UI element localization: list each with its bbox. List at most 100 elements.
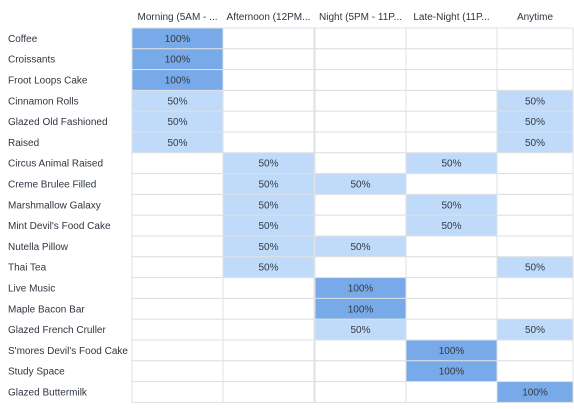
heatmap-cell-s-mores-devil-s-food-cake-3 xyxy=(314,339,407,362)
row-label-raised: Raised xyxy=(8,138,39,149)
cell-value-label: 50% xyxy=(258,242,278,253)
row-label-mint-devil-s-food-cake: Mint Devil's Food Cake xyxy=(8,221,111,232)
cell-value-label: 50% xyxy=(258,200,278,211)
cell-value-label: 100% xyxy=(439,346,465,357)
column-header-anytime: Anytime xyxy=(517,12,554,23)
cell-value-label: 50% xyxy=(441,221,461,232)
row-label-maple-bacon-bar: Maple Bacon Bar xyxy=(8,304,85,315)
heatmap-cell-coffee-3 xyxy=(314,27,407,50)
heatmap-cell-glazed-buttermilk-3 xyxy=(314,381,407,403)
cell-value-label: 50% xyxy=(350,325,370,336)
cell-value-label: 100% xyxy=(165,55,191,66)
heatmap-cell-glazed-french-cruller-4 xyxy=(405,318,498,341)
row-label-glazed-buttermilk: Glazed Buttermilk xyxy=(8,388,88,399)
heatmap-cell-thai-tea-1 xyxy=(131,256,224,279)
heatmap-cell-nutella-pillow-4 xyxy=(405,235,498,258)
heatmap-cell-raised-3 xyxy=(314,131,407,154)
heatmap-cell-maple-bacon-bar-4 xyxy=(405,297,498,320)
heatmap-cell-marshmallow-galaxy-5 xyxy=(496,193,574,216)
heatmap-cell-croissants-3 xyxy=(314,48,407,71)
heatmap-cell-glazed-buttermilk-1 xyxy=(131,381,224,403)
heatmap-cell-study-space-2 xyxy=(222,360,315,383)
cell-value-label: 50% xyxy=(167,117,187,128)
heatmap-cell-glazed-french-cruller-2 xyxy=(222,318,315,341)
heatmap-cell-creme-brulee-filled-4 xyxy=(405,173,498,195)
heatmap-cell-croissants-2 xyxy=(222,48,315,71)
cell-value-label: 50% xyxy=(525,325,545,336)
cell-value-label: 50% xyxy=(350,180,370,191)
heatmap-cell-maple-bacon-bar-1 xyxy=(131,297,224,320)
heatmap-cell-thai-tea-3 xyxy=(314,256,407,279)
heatmap-cell-raised-4 xyxy=(405,131,498,154)
heatmap-cell-cinnamon-rolls-2 xyxy=(222,89,315,112)
heatmap-cell-mint-devil-s-food-cake-3 xyxy=(314,214,407,237)
row-label-creme-brulee-filled: Creme Brulee Filled xyxy=(8,180,96,191)
cell-value-label: 50% xyxy=(167,96,187,107)
row-label-study-space: Study Space xyxy=(8,367,65,378)
heatmap-cell-coffee-2 xyxy=(222,27,315,50)
cell-value-label: 50% xyxy=(258,263,278,274)
heatmap-cell-croissants-4 xyxy=(405,48,498,71)
heatmap-cell-glazed-old-fashioned-4 xyxy=(405,110,498,133)
heatmap-cell-marshmallow-galaxy-1 xyxy=(131,193,224,216)
heatmap-cell-glazed-old-fashioned-3 xyxy=(314,110,407,133)
heatmap-cell-live-music-4 xyxy=(405,277,498,299)
heatmap-cell-glazed-french-cruller-1 xyxy=(131,318,224,341)
heatmap-cell-raised-2 xyxy=(222,131,315,154)
heatmap-cell-creme-brulee-filled-1 xyxy=(131,173,224,195)
heatmap-cell-glazed-buttermilk-2 xyxy=(222,381,315,403)
heatmap-cell-coffee-5 xyxy=(496,27,574,50)
row-label-nutella-pillow: Nutella Pillow xyxy=(8,242,69,253)
heatmap-cell-cinnamon-rolls-4 xyxy=(405,89,498,112)
column-header-late-night-11p: Late-Night (11P... xyxy=(413,12,489,23)
column-header-afternoon-12pm: Afternoon (12PM... xyxy=(227,12,311,23)
heatmap-cell-marshmallow-galaxy-3 xyxy=(314,193,407,216)
cell-value-label: 50% xyxy=(525,138,545,149)
heatmap-cell-circus-animal-raised-3 xyxy=(314,152,407,175)
cell-value-label: 50% xyxy=(525,117,545,128)
row-label-marshmallow-galaxy: Marshmallow Galaxy xyxy=(8,200,101,211)
row-label-cinnamon-rolls: Cinnamon Rolls xyxy=(8,96,79,107)
cell-value-label: 50% xyxy=(441,200,461,211)
heatmap-cell-s-mores-devil-s-food-cake-5 xyxy=(496,339,574,362)
row-label-froot-loops-cake: Froot Loops Cake xyxy=(8,76,88,87)
row-label-glazed-french-cruller: Glazed French Cruller xyxy=(8,325,106,336)
cell-value-label: 100% xyxy=(439,367,465,378)
heatmap-cell-maple-bacon-bar-5 xyxy=(496,297,574,320)
heatmap-cell-nutella-pillow-1 xyxy=(131,235,224,258)
cell-value-label: 50% xyxy=(258,221,278,232)
heatmap-cell-study-space-5 xyxy=(496,360,574,383)
cell-value-label: 100% xyxy=(165,34,191,45)
column-header-morning-5am: Morning (5AM - ... xyxy=(137,12,217,23)
row-label-croissants: Croissants xyxy=(8,55,55,66)
heatmap-cell-circus-animal-raised-1 xyxy=(131,152,224,175)
cell-value-label: 50% xyxy=(441,159,461,170)
heatmap-cell-mint-devil-s-food-cake-5 xyxy=(496,214,574,237)
row-label-live-music: Live Music xyxy=(8,284,55,295)
heatmap-cell-study-space-3 xyxy=(314,360,407,383)
heatmap-cell-glazed-buttermilk-4 xyxy=(405,381,498,403)
heatmap-cell-circus-animal-raised-5 xyxy=(496,152,574,175)
cell-value-label: 100% xyxy=(522,388,548,399)
heatmap-cell-s-mores-devil-s-food-cake-1 xyxy=(131,339,224,362)
heatmap-cell-study-space-1 xyxy=(131,360,224,383)
heatmap-cell-coffee-4 xyxy=(405,27,498,50)
heatmap-cell-s-mores-devil-s-food-cake-2 xyxy=(222,339,315,362)
cell-value-label: 50% xyxy=(167,138,187,149)
cell-value-label: 50% xyxy=(258,180,278,191)
cell-value-label: 100% xyxy=(348,284,374,295)
heatmap-cell-froot-loops-cake-4 xyxy=(405,69,498,91)
row-label-coffee: Coffee xyxy=(8,34,38,45)
heatmap-cell-glazed-buttermilk-5 xyxy=(496,381,574,403)
heatmap-cell-mint-devil-s-food-cake-1 xyxy=(131,214,224,237)
cell-value-label: 50% xyxy=(258,159,278,170)
column-header-night-5pm-11p: Night (5PM - 11P... xyxy=(319,12,402,23)
cell-value-label: 50% xyxy=(350,242,370,253)
row-label-circus-animal-raised: Circus Animal Raised xyxy=(8,159,103,170)
heatmap-cell-froot-loops-cake-5 xyxy=(496,69,574,91)
heatmap-cell-maple-bacon-bar-2 xyxy=(222,297,315,320)
heatmap-cell-live-music-2 xyxy=(222,277,315,299)
heatmap-cell-cinnamon-rolls-3 xyxy=(314,89,407,112)
